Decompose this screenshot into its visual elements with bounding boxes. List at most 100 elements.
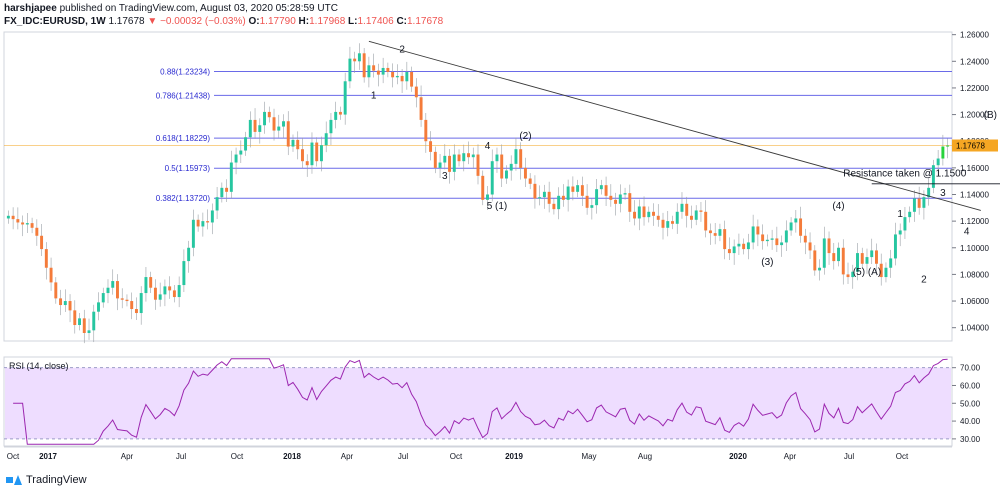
candle-up	[898, 230, 902, 235]
candle-up	[509, 163, 513, 171]
x-tick-label: Oct	[231, 452, 244, 461]
candle-up	[912, 198, 916, 212]
x-tick-label: Jul	[398, 452, 408, 461]
candle-down	[547, 191, 551, 204]
rsi-tick-label: 30.00	[960, 435, 981, 444]
candle-up	[770, 238, 774, 240]
candle-up	[163, 286, 167, 295]
candle-up	[106, 287, 110, 294]
candle-down	[172, 290, 176, 298]
candle-up	[822, 238, 826, 268]
last-price-tag	[952, 139, 998, 152]
candle-down	[419, 97, 423, 120]
candle-down	[803, 235, 807, 243]
candle-down	[35, 227, 39, 236]
candle-up	[732, 246, 736, 254]
high-value: 1.17968	[309, 16, 346, 27]
candle-down	[879, 263, 883, 278]
candle-up	[111, 281, 115, 288]
candle-up	[210, 210, 214, 223]
candle-down	[813, 250, 817, 271]
rsi-tick-label: 70.00	[960, 364, 981, 373]
candle-down	[30, 223, 34, 228]
candle-down	[82, 318, 86, 334]
candle-up	[177, 285, 181, 298]
candle-up	[87, 330, 91, 334]
candle-down	[196, 219, 200, 227]
y-tick-label: 1.14000	[960, 190, 989, 199]
candle-up	[101, 293, 105, 303]
candle-down	[16, 219, 20, 223]
candle-up	[718, 229, 722, 236]
candle-down	[528, 178, 532, 184]
y-tick-label: 1.26000	[960, 31, 989, 40]
candle-up	[78, 318, 81, 326]
wave-annotation: 5 (1)	[487, 201, 508, 212]
candle-up	[244, 137, 248, 151]
candle-up	[63, 301, 67, 306]
candle-down	[633, 211, 637, 219]
candle-down	[519, 149, 523, 168]
candle-down	[206, 221, 210, 223]
candle-up	[310, 142, 314, 166]
candle-down	[391, 71, 395, 78]
candle-down	[841, 247, 845, 275]
candle-down	[476, 154, 480, 176]
tradingview-logo[interactable]: TradingView	[6, 474, 87, 486]
candle-down	[860, 253, 864, 264]
fib-level-label: 0.88(1.23234)	[160, 68, 210, 77]
candle-up	[789, 222, 793, 231]
candle-up	[566, 186, 570, 200]
candle-down	[130, 301, 134, 310]
candle-up	[187, 247, 191, 262]
wave-annotation: 1	[897, 209, 903, 220]
candle-down	[742, 243, 746, 250]
x-tick-label: Apr	[121, 452, 134, 461]
y-tick-label: 1.10000	[960, 244, 989, 253]
symbol-label: FX_IDC:EURUSD, 1W	[4, 16, 106, 27]
candle-up	[576, 185, 580, 192]
candle-down	[723, 229, 727, 250]
candle-down	[481, 175, 485, 200]
candle-down	[362, 53, 366, 78]
fib-level-label: 0.618(1.18229)	[156, 134, 211, 143]
x-tick-label: Apr	[784, 452, 797, 461]
y-tick-label: 1.04000	[960, 324, 989, 333]
candle-up	[557, 195, 561, 210]
candle-down	[523, 167, 527, 179]
x-tick-label: 2018	[283, 452, 301, 461]
candle-down	[827, 238, 831, 254]
candle-up	[452, 154, 456, 172]
candle-up	[329, 119, 333, 134]
candle-up	[405, 71, 409, 82]
candle-down	[727, 249, 731, 254]
candle-up	[694, 210, 698, 220]
candle-down	[713, 233, 717, 236]
chart-header: harshjapee published on TradingView.com,…	[4, 2, 704, 30]
x-tick-label: Oct	[7, 452, 20, 461]
candle-up	[471, 154, 475, 158]
candle-up	[282, 121, 285, 127]
candle-up	[438, 162, 442, 168]
candle-down	[467, 153, 470, 158]
candle-down	[44, 249, 48, 268]
wave-annotation: (5) (A)	[853, 267, 881, 278]
candle-up	[395, 75, 399, 78]
candle-down	[134, 309, 138, 314]
price-chart[interactable]: 1.260001.240001.220001.200001.180001.160…	[0, 28, 1000, 474]
candle-up	[25, 223, 29, 225]
candle-up	[319, 145, 323, 162]
wave-annotation: (2)	[519, 131, 531, 142]
candle-up	[737, 243, 741, 247]
tradingview-logo-icon	[6, 475, 22, 485]
candle-up	[277, 126, 281, 131]
trendline	[368, 40, 981, 211]
author-name[interactable]: harshjapee	[4, 3, 57, 14]
candle-down	[116, 281, 119, 299]
published-text: published on TradingView.com, August 03,…	[59, 3, 338, 14]
candle-up	[486, 194, 489, 200]
candle-down	[429, 141, 433, 152]
candle-up	[908, 211, 912, 218]
candle-down	[153, 287, 157, 300]
candle-down	[775, 238, 779, 246]
